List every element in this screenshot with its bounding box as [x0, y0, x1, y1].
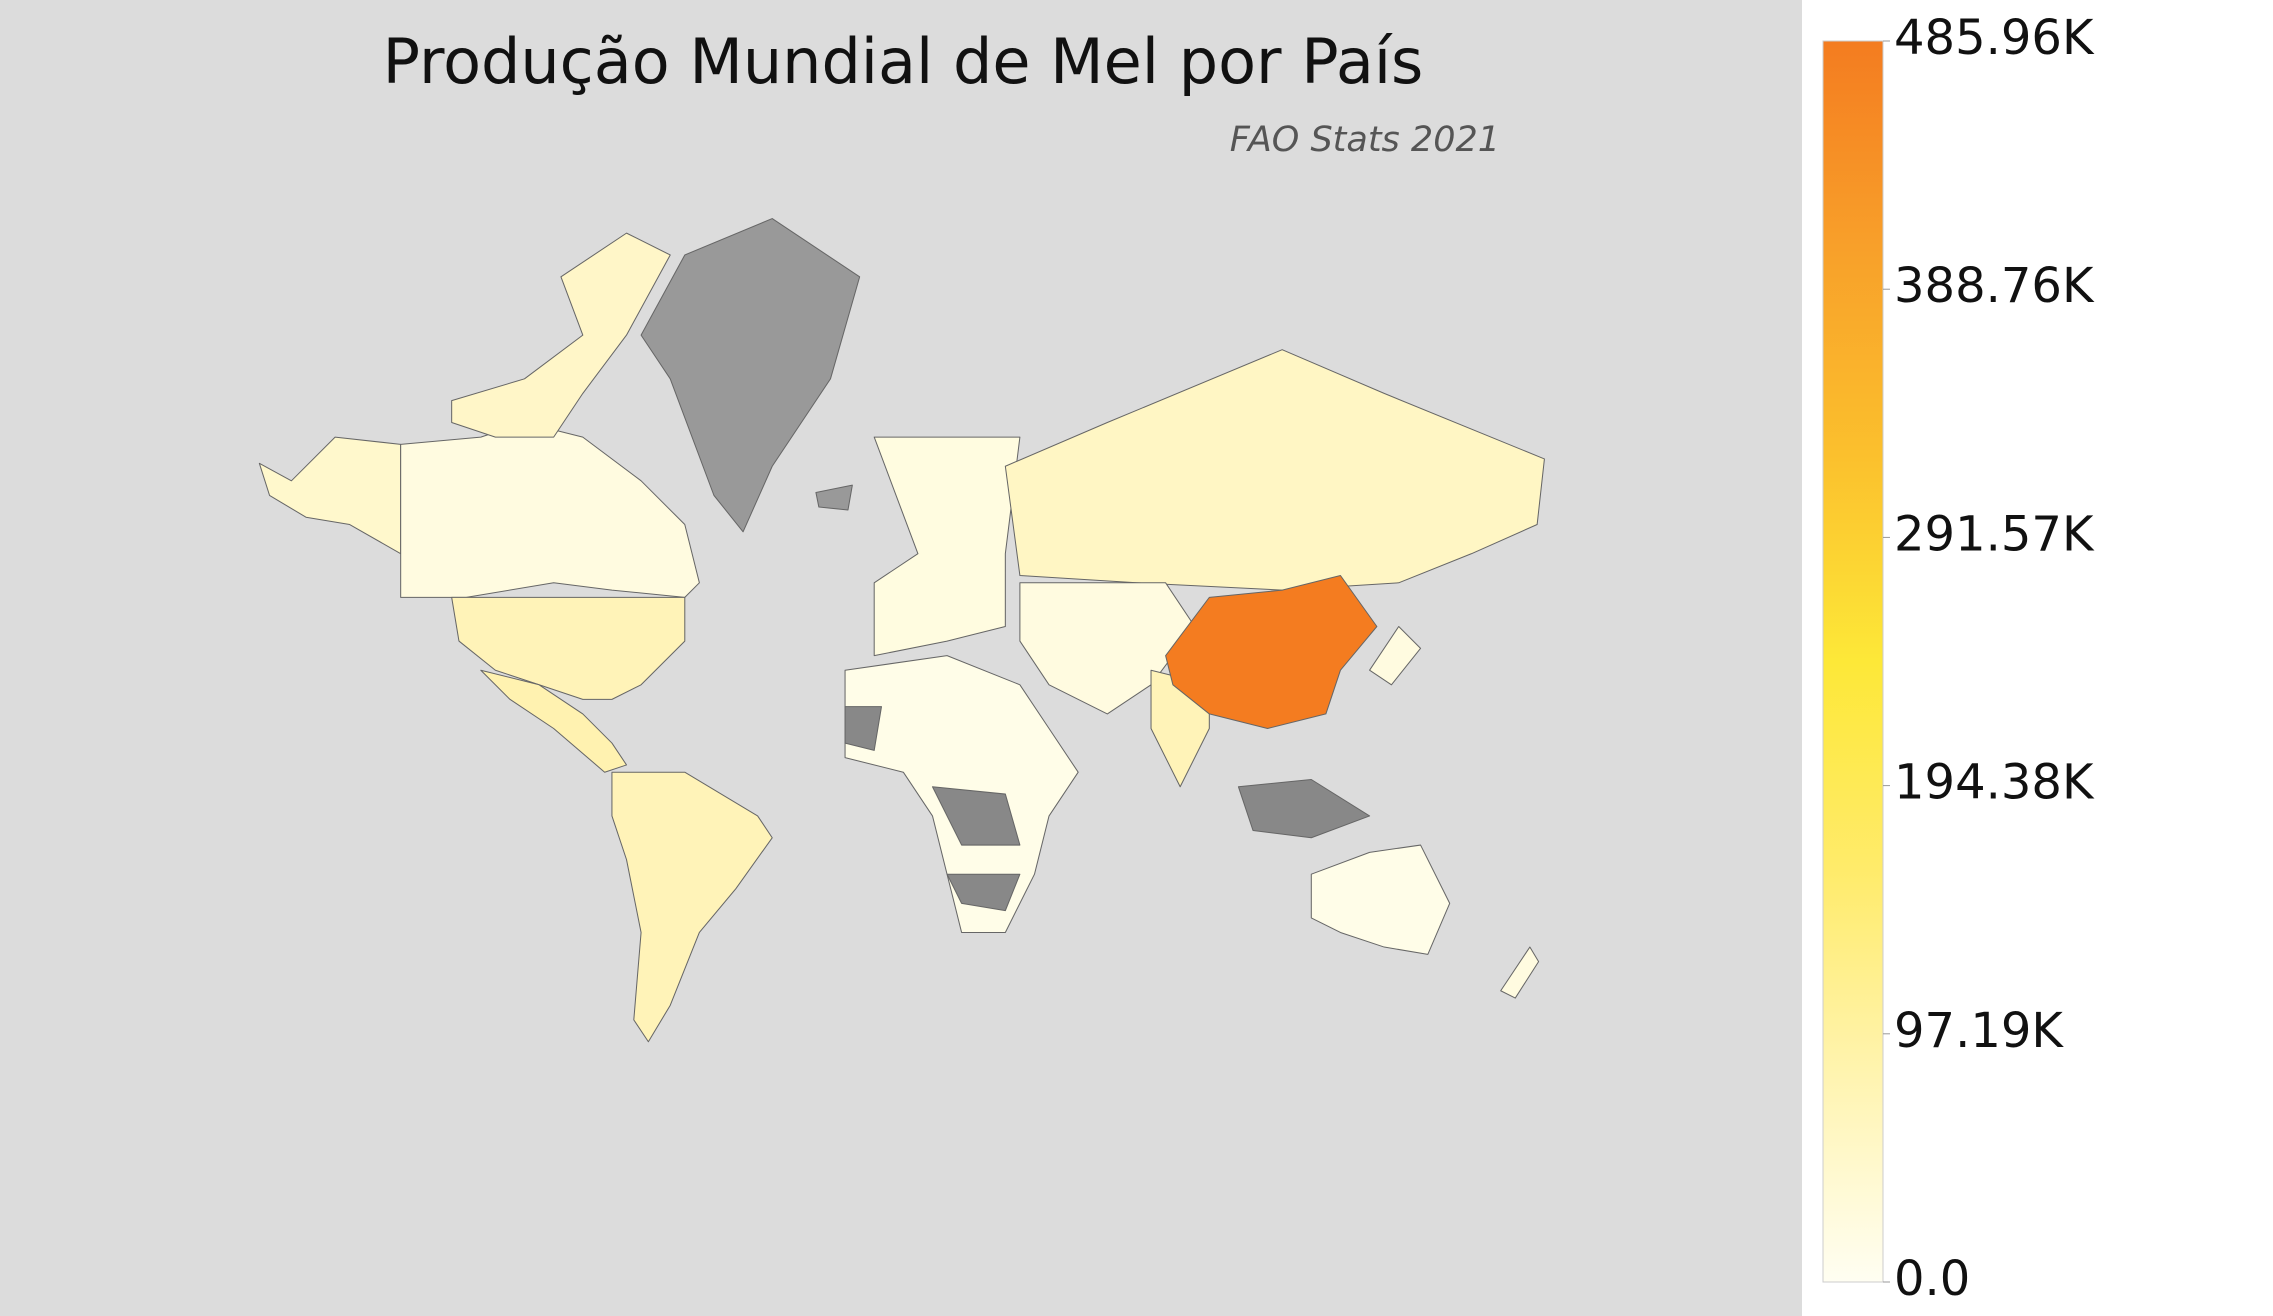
land	[1500, 946, 1540, 999]
land	[844, 706, 882, 751]
colorbar-tick-label: 291.57K	[1894, 506, 2095, 562]
land	[931, 786, 1021, 846]
colorbar	[1822, 40, 1884, 1283]
land	[480, 669, 628, 773]
land	[1237, 778, 1371, 839]
land	[873, 436, 1021, 657]
land	[640, 218, 861, 533]
land	[1004, 349, 1545, 591]
land	[451, 232, 671, 438]
land	[611, 771, 773, 1043]
map-subtitle: FAO Stats 2021	[1230, 120, 1500, 160]
colorbar-tick-label: 485.96K	[1894, 10, 2095, 66]
land	[1310, 844, 1451, 955]
map-title: Produção Mundial de Mel por País	[383, 25, 1424, 98]
land	[1369, 626, 1422, 686]
colorbar-tick-label: 388.76K	[1894, 258, 2095, 314]
world-map	[258, 218, 1545, 1043]
land	[815, 484, 853, 511]
map-background	[0, 0, 1802, 1316]
land	[1165, 575, 1378, 730]
colorbar-tick-label: 194.38K	[1894, 755, 2095, 811]
colorbar-tick-label: 0.0	[1894, 1251, 1970, 1307]
colorbar-tick-label: 97.19K	[1894, 1003, 2064, 1059]
land	[451, 596, 686, 700]
land	[946, 873, 1021, 912]
